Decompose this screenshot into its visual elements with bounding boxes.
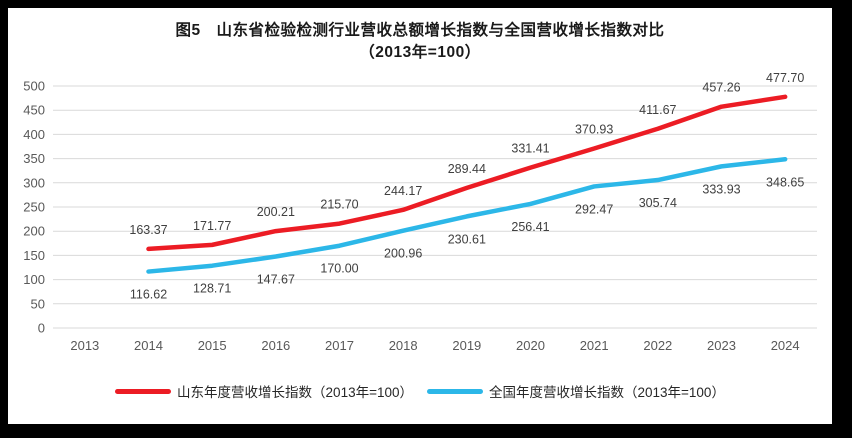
chart-title-line2: （2013年=100） — [359, 44, 481, 61]
data-label: 348.65 — [766, 175, 804, 189]
chart-area: 0 50 100 150 200 250 300 350 400 450 500 2013 2014 20… — [8, 66, 832, 371]
y-axis-tick-label: 250 — [23, 200, 45, 215]
legend-label-shandong: 山东年度营收增长指数（2013年=100） — [177, 385, 413, 400]
y-axis-tick-label: 350 — [23, 151, 45, 166]
x-axis-tick-label: 2023 — [707, 338, 736, 353]
y-axis-tick-label: 0 — [38, 321, 45, 336]
y-axis-tick-label: 50 — [31, 296, 45, 311]
data-label: 200.96 — [384, 247, 422, 261]
x-axis-tick-label: 2014 — [134, 338, 163, 353]
data-label: 305.74 — [639, 196, 677, 210]
x-axis-tick-label: 2022 — [643, 338, 672, 353]
chart-panel: 图5 山东省检验检测行业营收总额增长指数与全国营收增长指数对比 （2013年=1… — [8, 8, 832, 424]
y-axis-tick-label: 450 — [23, 103, 45, 118]
data-label: 215.70 — [320, 198, 358, 212]
legend-label-national: 全国年度营收增长指数（2013年=100） — [489, 385, 725, 400]
line-chart: 0 50 100 150 200 250 300 350 400 450 500 2013 2014 20… — [23, 71, 817, 353]
data-label: 333.93 — [702, 182, 740, 196]
data-label: 116.62 — [130, 288, 167, 302]
y-axis-tick-label: 100 — [23, 272, 45, 287]
y-axis-tick-label: 150 — [23, 248, 45, 263]
chart-title: 图5 山东省检验检测行业营收总额增长指数与全国营收增长指数对比 （2013年=1… — [8, 20, 832, 64]
x-axis-tick-label: 2016 — [261, 338, 290, 353]
x-axis-tick-label: 2013 — [70, 338, 99, 353]
y-axis-tick-label: 500 — [23, 79, 45, 94]
x-axis-tick-label: 2021 — [580, 338, 609, 353]
data-label: 457.26 — [702, 81, 740, 95]
data-label: 289.44 — [448, 162, 486, 176]
data-label: 292.47 — [575, 202, 613, 216]
data-label: 370.93 — [575, 122, 613, 136]
data-label: 128.71 — [193, 282, 231, 296]
blue-line-legend-marker — [427, 388, 483, 394]
x-axis-tick-label: 2015 — [198, 338, 227, 353]
legend-item-shandong: 山东年度营收增长指数（2013年=100） — [115, 381, 413, 401]
y-axis-tick-label: 300 — [23, 175, 45, 190]
data-label: 170.00 — [320, 262, 358, 276]
chart-legend: 山东年度营收增长指数（2013年=100） 全国年度营收增长指数（2013年=1… — [8, 381, 832, 401]
data-label: 411.67 — [639, 103, 676, 117]
x-axis-tick-label: 2018 — [389, 338, 418, 353]
red-line-legend-marker — [115, 388, 172, 394]
chart-title-line1: 图5 山东省检验检测行业营收总额增长指数与全国营收增长指数对比 — [175, 22, 665, 39]
data-label: 331.41 — [511, 142, 549, 156]
data-label: 171.77 — [193, 219, 231, 233]
data-label: 200.21 — [257, 205, 295, 219]
x-axis-tick-label: 2017 — [325, 338, 354, 353]
data-label: 147.67 — [257, 273, 295, 287]
data-label: 163.37 — [129, 223, 167, 237]
y-axis-tick-label: 200 — [23, 224, 45, 239]
data-label: 477.70 — [766, 71, 804, 85]
x-axis-tick-label: 2020 — [516, 338, 545, 353]
data-label: 244.17 — [384, 184, 422, 198]
legend-item-national: 全国年度营收增长指数（2013年=100） — [427, 381, 725, 401]
data-label: 230.61 — [448, 232, 486, 246]
x-axis-tick-label: 2024 — [771, 338, 800, 353]
national-index-line — [146, 157, 788, 274]
data-label: 256.41 — [511, 220, 549, 234]
y-axis-tick-label: 400 — [23, 127, 45, 142]
shandong-index-line — [146, 94, 788, 252]
x-axis-tick-label: 2019 — [452, 338, 481, 353]
